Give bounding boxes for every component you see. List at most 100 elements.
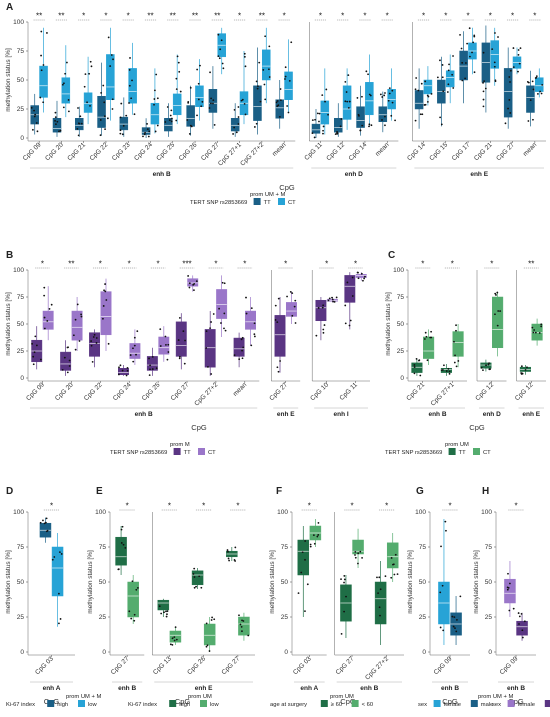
data-point (77, 107, 79, 109)
y-tick-label: 0 (20, 135, 24, 142)
data-point (100, 91, 103, 94)
y-axis-label: methylation status [%] (5, 292, 12, 356)
data-point (413, 366, 416, 368)
data-point (221, 62, 224, 65)
data-point (165, 343, 167, 346)
data-point (199, 64, 201, 67)
box-CT (531, 318, 543, 346)
data-point (32, 355, 35, 358)
data-point (446, 91, 449, 93)
data-point (288, 79, 291, 82)
data-point (223, 327, 225, 330)
legend-swatch (200, 700, 207, 707)
data-point (196, 68, 199, 71)
x-tick-label: CpG 21 (405, 381, 426, 402)
data-point (340, 578, 342, 581)
y-axis-label: methylation status [%] (5, 550, 12, 614)
data-point (160, 612, 163, 615)
data-point (79, 115, 82, 118)
box-CT (150, 68, 160, 134)
box-TT (344, 272, 356, 330)
data-point (102, 84, 105, 87)
data-point (60, 553, 63, 555)
data-point (173, 639, 176, 642)
data-point (167, 351, 170, 353)
data-point (178, 70, 181, 73)
data-point (441, 584, 444, 587)
x-tick-label: CpG 03 (292, 655, 313, 676)
data-point (198, 575, 201, 578)
data-point (155, 367, 158, 370)
data-point (43, 522, 46, 525)
y-tick-label: 50 (99, 579, 107, 586)
box-body (445, 70, 455, 88)
box-ge60 (374, 561, 387, 645)
data-point (42, 101, 45, 104)
y-axis-label: methylation status [%] (473, 550, 480, 614)
data-point (237, 116, 240, 118)
panel-e: E 0 25 50 75 100 methylation status [%] * CpG 27… (87, 486, 255, 708)
data-point (460, 47, 463, 50)
y-tick-label: 0 (102, 649, 106, 656)
box-TT (119, 97, 129, 137)
legend-variable: age at surgery (270, 702, 307, 708)
legend-swatch (278, 198, 285, 205)
data-point (384, 124, 386, 127)
data-point (43, 327, 46, 330)
data-point (142, 135, 144, 138)
data-point (414, 88, 417, 91)
data-point (117, 568, 120, 571)
data-point (244, 65, 247, 68)
data-point (35, 122, 38, 124)
data-point (125, 114, 128, 117)
data-point (132, 360, 135, 363)
box-TT (89, 329, 101, 368)
data-point (425, 335, 428, 338)
box-body (71, 310, 83, 341)
box-body (374, 581, 387, 625)
data-point (224, 329, 227, 332)
panel-b: B 0 25 50 75 100 methylation status [%] * CpG 09… (5, 250, 370, 456)
data-point (54, 119, 56, 122)
data-point (456, 619, 458, 621)
box-high (39, 517, 52, 543)
data-point (210, 373, 213, 375)
x-tick-label: CpG 13 (152, 655, 173, 676)
box-TT (411, 357, 423, 377)
legend-entry: CT (288, 200, 296, 206)
data-point (452, 55, 454, 57)
box-TT (315, 297, 327, 341)
box-TT (97, 62, 106, 137)
y-tick-label: 100 (13, 509, 24, 516)
data-point (105, 299, 108, 301)
data-point (118, 366, 120, 369)
data-point (207, 366, 209, 368)
data-point (361, 556, 363, 559)
data-point (487, 363, 490, 366)
data-point (54, 116, 57, 119)
data-point (159, 345, 162, 347)
data-point (208, 107, 211, 109)
significance-label: * (41, 260, 44, 269)
data-point (244, 113, 247, 116)
x-tick-label: CpG 27 (495, 141, 516, 162)
data-point (384, 92, 386, 94)
box-body (89, 332, 101, 357)
x-tick-label: mean (232, 381, 249, 398)
data-point (247, 634, 250, 637)
data-point (46, 32, 48, 34)
data-point (91, 361, 94, 363)
data-point (143, 133, 146, 136)
data-point (212, 99, 215, 102)
data-point (240, 626, 243, 628)
x-tick-label: CpG 11 (303, 141, 324, 162)
data-point (442, 629, 445, 632)
y-axis-label: methylation status [%] (5, 48, 12, 112)
legend-variable: TERT SNP rs2853669 (385, 450, 442, 456)
box-CT (423, 66, 433, 106)
significance-label: * (82, 12, 85, 21)
data-point (521, 636, 524, 639)
significance-label: * (168, 502, 171, 511)
data-point (144, 131, 146, 134)
